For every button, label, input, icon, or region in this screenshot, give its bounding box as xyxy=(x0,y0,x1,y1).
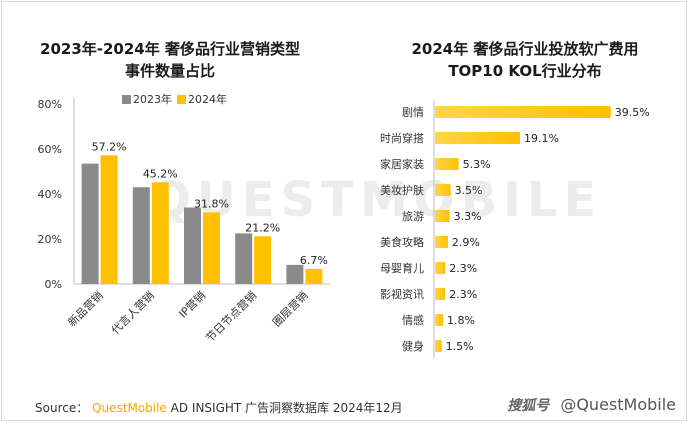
data-label: 1.5% xyxy=(446,340,474,353)
bar-2023 xyxy=(132,187,150,284)
category-label: 美妆护肤 xyxy=(380,183,424,197)
legend-label-2023: 2023年 xyxy=(133,92,172,106)
bar xyxy=(435,340,442,352)
sohu-badge: 搜狐号 xyxy=(507,398,550,414)
category-label: 剧情 xyxy=(402,106,424,119)
bar-2024 xyxy=(203,212,220,284)
bar-2023 xyxy=(81,163,99,284)
y-tick-label: 60% xyxy=(38,143,62,156)
data-label: 31.8% xyxy=(194,197,229,210)
category-label: 母婴育儿 xyxy=(380,261,424,275)
footer-attribution: 搜狐号 @QuestMobile xyxy=(507,395,676,415)
left-chart-title: 2023年-2024年 奢侈品行业营销类型 事件数量占比 xyxy=(10,38,330,82)
left-title-line-2: 事件数量占比 xyxy=(124,62,215,80)
footer-handle: @QuestMobile xyxy=(560,395,676,414)
right-title-line-1: 2024年 奢侈品行业投放软广费用 xyxy=(411,40,639,58)
category-label: 影视资讯 xyxy=(380,287,424,301)
bar xyxy=(435,132,520,144)
category-label: 情感 xyxy=(402,314,424,327)
bar-2024 xyxy=(305,268,323,284)
legend-swatch-2023 xyxy=(122,95,131,104)
data-label: 2.9% xyxy=(452,236,480,249)
category-label: 家居家装 xyxy=(380,157,424,171)
bar xyxy=(435,210,450,222)
bar-2023 xyxy=(235,233,253,284)
bar xyxy=(435,106,611,118)
bar xyxy=(435,158,459,170)
data-label: 3.5% xyxy=(455,184,483,197)
category-label: 健身 xyxy=(402,339,424,353)
watermark: QUESTMOBILE xyxy=(150,172,603,228)
data-label: 57.2% xyxy=(92,140,127,153)
bar xyxy=(435,262,446,274)
data-label: 21.2% xyxy=(245,221,280,234)
source-prefix: Source： xyxy=(35,401,89,415)
data-label: 6.7% xyxy=(300,254,328,267)
y-tick-label: 40% xyxy=(38,188,62,201)
data-label: 2.3% xyxy=(449,262,477,275)
data-label: 39.5% xyxy=(615,106,650,119)
legend-swatch-2024 xyxy=(177,95,186,104)
bar-2024 xyxy=(151,182,169,284)
source-note: Source： QuestMobile AD INSIGHT 广告洞察数据库 2… xyxy=(35,399,403,416)
category-label: 时尚穿搭 xyxy=(380,131,424,145)
data-label: 1.8% xyxy=(447,314,475,327)
y-tick-label: 0% xyxy=(45,278,62,291)
source-brand: QuestMobile xyxy=(92,401,167,415)
data-label: 19.1% xyxy=(524,132,559,145)
right-chart-title: 2024年 奢侈品行业投放软广费用 TOP10 KOL行业分布 xyxy=(365,38,685,82)
data-label: 5.3% xyxy=(463,158,491,171)
data-label: 2.3% xyxy=(449,288,477,301)
bar-2024 xyxy=(100,155,118,284)
category-label: 美食攻略 xyxy=(380,235,424,249)
category-label: 旅游 xyxy=(402,209,424,223)
bar xyxy=(435,314,444,326)
bar xyxy=(435,236,448,248)
right-title-line-2: TOP10 KOL行业分布 xyxy=(448,62,602,80)
bar xyxy=(435,288,446,300)
source-rest: AD INSIGHT 广告洞察数据库 2024年12月 xyxy=(170,401,403,415)
y-tick-label: 20% xyxy=(38,233,62,246)
data-label: 3.3% xyxy=(454,210,482,223)
left-title-line-1: 2023年-2024年 奢侈品行业营销类型 xyxy=(40,40,300,58)
y-tick-label: 80% xyxy=(38,98,62,111)
legend-label-2024: 2024年 xyxy=(188,92,227,106)
bar-2023 xyxy=(286,264,304,284)
data-label: 45.2% xyxy=(143,167,178,180)
bar xyxy=(435,184,451,196)
bar-2023 xyxy=(184,207,201,284)
bar-2024 xyxy=(254,236,272,284)
